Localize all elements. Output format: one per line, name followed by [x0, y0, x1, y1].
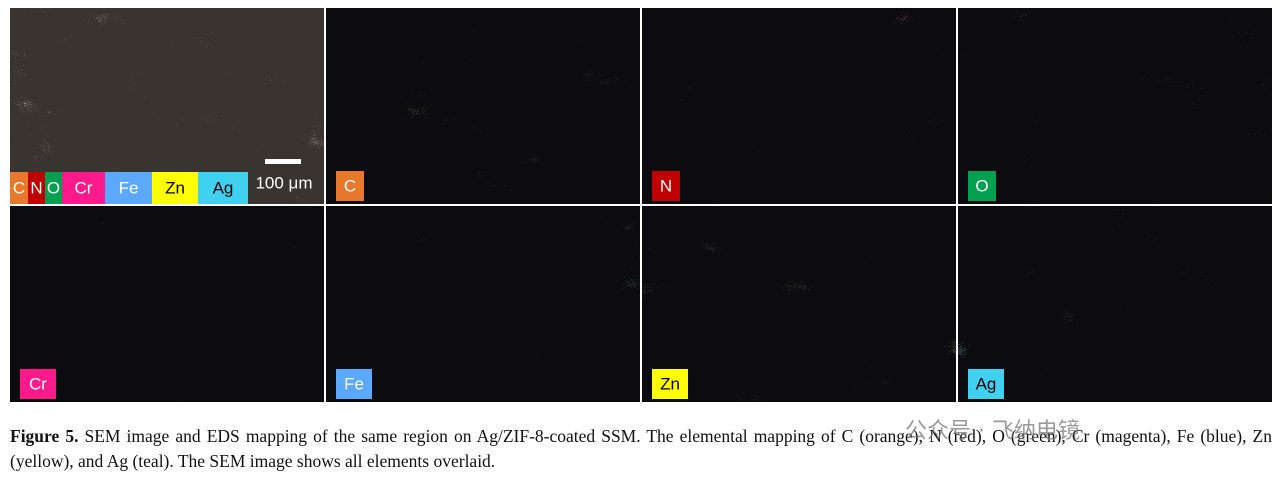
panel-label-box — [968, 171, 996, 201]
panel-label-box — [652, 369, 688, 399]
legend-key — [28, 172, 45, 204]
panel-label: N — [660, 176, 672, 195]
panel-label-box — [336, 171, 364, 201]
panel-map — [10, 206, 324, 402]
caption: Figure 5. SEM image and EDS mapping of t… — [10, 424, 1272, 474]
scale-bar-label: 100 μm — [255, 173, 312, 192]
legend-key — [45, 172, 62, 204]
legend-label: C — [13, 178, 25, 197]
figure: C N OCr Fe Zn AgC N O Cr Fe Zn Ag 100 μm — [10, 8, 1272, 402]
panel-map — [326, 8, 640, 204]
legend-label: Ag — [213, 178, 234, 197]
panel-label: C — [344, 176, 356, 195]
panel-label: Cr — [29, 374, 47, 393]
panel-map — [642, 8, 956, 204]
panel: C — [326, 8, 640, 204]
panel: Ag — [958, 206, 1272, 402]
caption-label: Figure 5. — [10, 426, 79, 446]
panel-label-box — [652, 171, 680, 201]
legend-key — [62, 172, 105, 204]
panel-label: O — [975, 176, 988, 195]
legend-label: O — [47, 178, 60, 197]
panel-label-box — [968, 369, 1004, 399]
legend-key — [105, 172, 152, 204]
panel: N — [642, 8, 956, 204]
legend-key — [10, 172, 28, 204]
panel — [10, 8, 324, 204]
panel-map — [326, 206, 640, 402]
panel-label: Fe — [344, 374, 364, 393]
panel-label: Zn — [660, 374, 680, 393]
panel: Cr — [10, 206, 324, 402]
panel-map — [642, 206, 956, 402]
panel-map — [10, 8, 324, 204]
legend-label: N — [30, 178, 42, 197]
legend-key — [198, 172, 248, 204]
caption-text: SEM image and EDS mapping of the same re… — [10, 426, 1272, 471]
legend-label: Zn — [165, 178, 185, 197]
legend-label: Cr — [75, 178, 93, 197]
panel-map — [958, 8, 1272, 204]
watermark: 公众号 · 飞纳电镜 — [905, 413, 1080, 445]
legend-label: Fe — [119, 178, 139, 197]
panel: Zn — [642, 206, 956, 402]
scale-bar — [265, 159, 301, 164]
legend-key — [152, 172, 198, 204]
panel-map — [958, 206, 1272, 402]
panel-label-box — [20, 369, 56, 399]
panel-label-box — [336, 369, 372, 399]
panel: Fe — [326, 206, 640, 402]
panel-label: Ag — [976, 374, 997, 393]
panel: O — [958, 8, 1272, 204]
watermark-text: 公众号 · 飞纳电镜 — [905, 419, 1080, 444]
